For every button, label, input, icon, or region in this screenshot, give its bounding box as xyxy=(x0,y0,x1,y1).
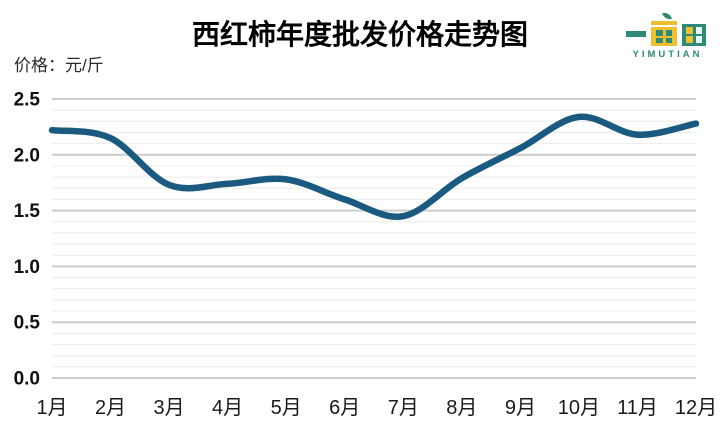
x-axis-tick-label: 4月 xyxy=(212,397,243,419)
window-icon xyxy=(665,30,672,36)
y-axis-tick-label: 0.0 xyxy=(14,369,40,390)
window-icon xyxy=(686,36,693,43)
x-axis-tick-label: 6月 xyxy=(329,397,360,419)
x-axis-tick-label: 3月 xyxy=(154,397,185,419)
x-axis-tick-label: 10月 xyxy=(558,397,600,419)
logo-roof-bar xyxy=(651,21,677,25)
logo-yellow-building-body xyxy=(651,27,677,46)
y-axis-tick-label: 0.5 xyxy=(14,313,41,334)
window-icon xyxy=(656,37,663,43)
y-axis-tick-label: 1.0 xyxy=(14,257,40,278)
x-axis-tick-label: 1月 xyxy=(36,397,67,419)
x-axis-tick-label: 11月 xyxy=(617,397,658,419)
logo-teal-building-icon xyxy=(682,24,706,46)
window-icon xyxy=(695,27,702,34)
logo-text: YIMUTIAN xyxy=(632,49,703,60)
y-axis-tick-label: 2.0 xyxy=(14,145,40,166)
x-axis-tick-label: 9月 xyxy=(505,397,536,419)
x-axis-tick-label: 5月 xyxy=(271,397,302,419)
chart-title: 西红柿年度批发价格走势图 xyxy=(191,19,528,50)
x-axis-tick-label: 8月 xyxy=(446,397,477,419)
x-axis-tick-label: 12月 xyxy=(675,397,717,419)
yimutian-logo-icon xyxy=(620,11,712,46)
yimutian-logo: YIMUTIAN xyxy=(620,11,712,60)
y-axis-unit-label: 价格：元/斤 xyxy=(14,56,104,75)
window-icon xyxy=(686,27,693,34)
logo-dash-icon xyxy=(626,31,646,37)
price-line xyxy=(48,113,700,220)
x-axis-tick-label: 2月 xyxy=(95,397,126,419)
window-icon xyxy=(656,30,663,36)
window-icon xyxy=(665,37,672,43)
y-axis-tick-label: 1.5 xyxy=(14,201,41,222)
x-axis-tick-label: 7月 xyxy=(388,397,419,419)
window-icon xyxy=(695,36,702,43)
logo-yellow-building-icon xyxy=(651,11,677,46)
y-axis-tick-label: 2.5 xyxy=(14,90,41,111)
